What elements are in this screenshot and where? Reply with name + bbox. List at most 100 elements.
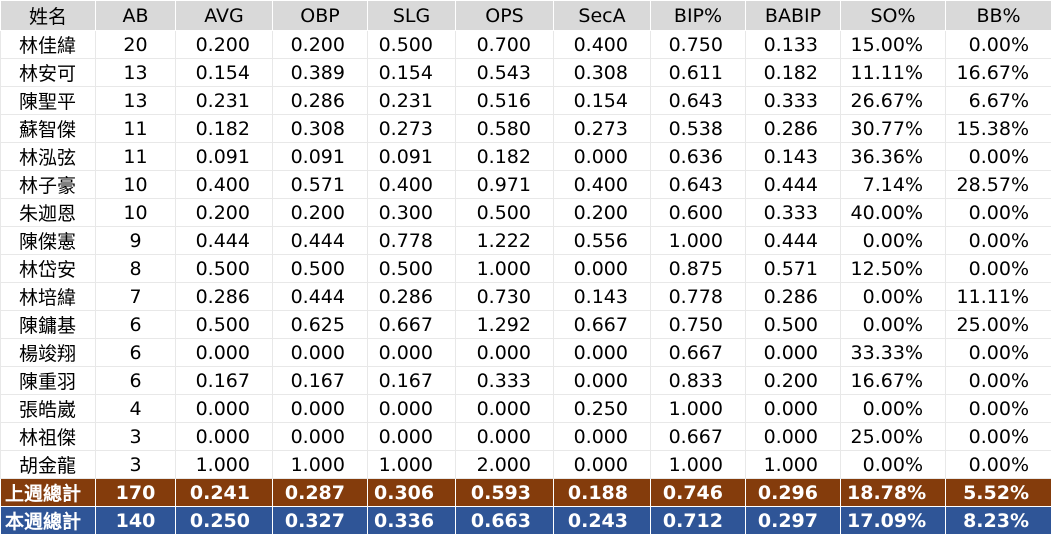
stat-cell: 0.000 bbox=[273, 395, 368, 423]
stat-cell: 0.636 bbox=[651, 143, 746, 171]
stat-cell: 11.11% bbox=[841, 59, 946, 87]
stat-cell: 0.500 bbox=[368, 31, 456, 59]
stat-cell: 0.000 bbox=[273, 423, 368, 451]
stat-cell: 1.000 bbox=[368, 451, 456, 479]
stat-cell: 0.000 bbox=[176, 423, 273, 451]
stat-cell: 0.444 bbox=[746, 171, 841, 199]
stat-cell: 0.00% bbox=[946, 423, 1051, 451]
stat-cell: 0.286 bbox=[746, 115, 841, 143]
stat-cell: 0.00% bbox=[946, 451, 1051, 479]
stat-cell: 0.300 bbox=[368, 199, 456, 227]
stat-cell: 0.200 bbox=[273, 199, 368, 227]
stat-cell: 0.336 bbox=[368, 507, 456, 535]
stat-cell: 0.667 bbox=[554, 311, 651, 339]
stat-cell: 0.200 bbox=[176, 199, 273, 227]
name-cell: 上週總計 bbox=[1, 479, 96, 507]
stat-cell: 0.400 bbox=[176, 171, 273, 199]
name-cell: 張皓崴 bbox=[1, 395, 96, 423]
column-header: BB% bbox=[946, 1, 1051, 31]
stat-cell: 13 bbox=[96, 59, 176, 87]
column-header: BABIP bbox=[746, 1, 841, 31]
stat-cell: 12.50% bbox=[841, 255, 946, 283]
stat-cell: 0.167 bbox=[176, 367, 273, 395]
stat-cell: 0.00% bbox=[946, 395, 1051, 423]
stat-cell: 0.750 bbox=[651, 31, 746, 59]
stat-cell: 7 bbox=[96, 283, 176, 311]
stat-cell: 0.333 bbox=[746, 199, 841, 227]
stat-cell: 0.306 bbox=[368, 479, 456, 507]
stat-cell: 11 bbox=[96, 143, 176, 171]
stat-cell: 0.133 bbox=[746, 31, 841, 59]
stat-cell: 30.77% bbox=[841, 115, 946, 143]
stat-cell: 0.000 bbox=[456, 339, 554, 367]
stat-cell: 0.286 bbox=[746, 283, 841, 311]
name-cell: 陳重羽 bbox=[1, 367, 96, 395]
stat-cell: 0.593 bbox=[456, 479, 554, 507]
name-cell: 陳鏞基 bbox=[1, 311, 96, 339]
stat-cell: 0.000 bbox=[368, 395, 456, 423]
stat-cell: 11.11% bbox=[946, 283, 1051, 311]
stat-cell: 7.14% bbox=[841, 171, 946, 199]
stat-cell: 0.778 bbox=[651, 283, 746, 311]
name-cell: 胡金龍 bbox=[1, 451, 96, 479]
name-cell: 陳傑憲 bbox=[1, 227, 96, 255]
stat-cell: 25.00% bbox=[946, 311, 1051, 339]
name-cell: 林祖傑 bbox=[1, 423, 96, 451]
stat-cell: 0.444 bbox=[273, 227, 368, 255]
stat-cell: 0.516 bbox=[456, 87, 554, 115]
stat-cell: 0.231 bbox=[368, 87, 456, 115]
stat-cell: 0.000 bbox=[176, 339, 273, 367]
stat-cell: 0.000 bbox=[746, 339, 841, 367]
stat-cell: 16.67% bbox=[946, 59, 1051, 87]
stat-cell: 1.000 bbox=[651, 227, 746, 255]
stat-cell: 0.297 bbox=[746, 507, 841, 535]
stat-cell: 28.57% bbox=[946, 171, 1051, 199]
stat-cell: 0.571 bbox=[273, 171, 368, 199]
stat-cell: 0.286 bbox=[176, 283, 273, 311]
stat-cell: 0.250 bbox=[176, 507, 273, 535]
stat-cell: 0.971 bbox=[456, 171, 554, 199]
stat-cell: 0.500 bbox=[176, 255, 273, 283]
stat-cell: 0.00% bbox=[946, 255, 1051, 283]
column-header: OPS bbox=[456, 1, 554, 31]
stat-cell: 1.222 bbox=[456, 227, 554, 255]
stat-cell: 0.556 bbox=[554, 227, 651, 255]
stat-cell: 0.000 bbox=[176, 395, 273, 423]
stat-cell: 0.00% bbox=[841, 283, 946, 311]
stat-cell: 10 bbox=[96, 199, 176, 227]
column-header: AB bbox=[96, 1, 176, 31]
stat-cell: 11 bbox=[96, 115, 176, 143]
stat-cell: 0.00% bbox=[841, 227, 946, 255]
stat-cell: 0.700 bbox=[456, 31, 554, 59]
stat-cell: 13 bbox=[96, 87, 176, 115]
stat-cell: 0.231 bbox=[176, 87, 273, 115]
stat-cell: 0.143 bbox=[554, 283, 651, 311]
stat-cell: 0.667 bbox=[651, 423, 746, 451]
stat-cell: 0.154 bbox=[554, 87, 651, 115]
stat-cell: 36.36% bbox=[841, 143, 946, 171]
stat-cell: 33.33% bbox=[841, 339, 946, 367]
stat-cell: 20 bbox=[96, 31, 176, 59]
stat-cell: 0.182 bbox=[176, 115, 273, 143]
stat-cell: 0.746 bbox=[651, 479, 746, 507]
stat-cell: 0.643 bbox=[651, 171, 746, 199]
stat-cell: 0.000 bbox=[456, 395, 554, 423]
column-header: AVG bbox=[176, 1, 273, 31]
stat-cell: 0.538 bbox=[651, 115, 746, 143]
stat-cell: 0.091 bbox=[273, 143, 368, 171]
stat-cell: 6 bbox=[96, 311, 176, 339]
stat-cell: 9 bbox=[96, 227, 176, 255]
stat-cell: 16.67% bbox=[841, 367, 946, 395]
stat-cell: 170 bbox=[96, 479, 176, 507]
stat-cell: 0.000 bbox=[554, 339, 651, 367]
stat-cell: 0.00% bbox=[841, 311, 946, 339]
stat-cell: 0.00% bbox=[946, 367, 1051, 395]
